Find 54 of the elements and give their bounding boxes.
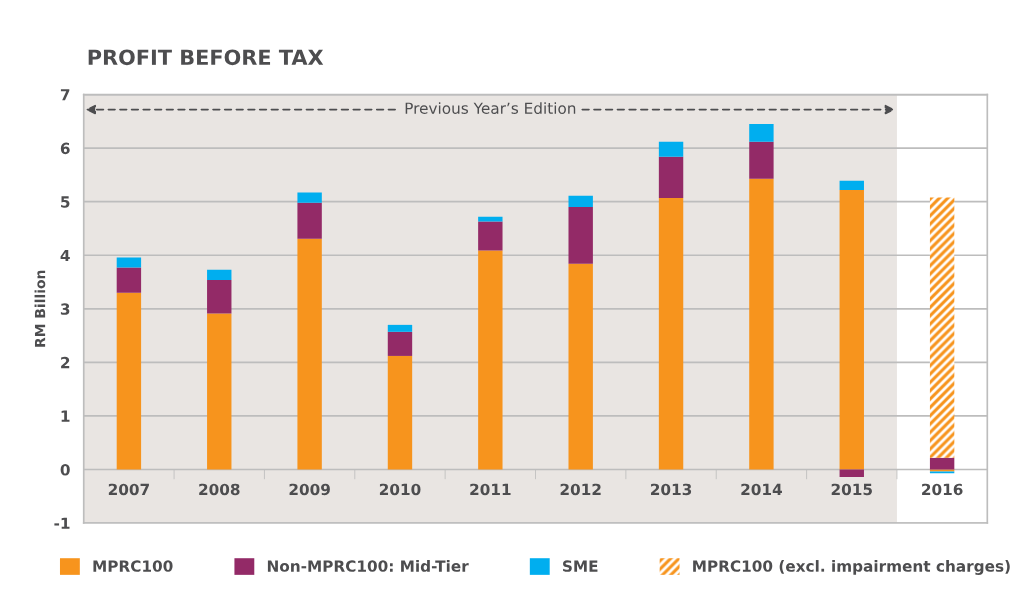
bar: [116, 267, 142, 293]
y-axis-title: RM Billion: [34, 270, 46, 347]
bar: [658, 197, 684, 470]
bar: [116, 257, 142, 268]
bar: [749, 124, 774, 142]
x-tick-label: 2015: [831, 483, 872, 496]
y-tick-label: 5: [61, 196, 70, 208]
y-tick-label: 4: [60, 249, 70, 262]
bar: [478, 221, 503, 251]
y-tick-label: 6: [60, 142, 70, 155]
y-tick-label: 3: [60, 303, 70, 315]
x-tick-label: 2008: [199, 483, 240, 496]
bar: [387, 355, 413, 470]
bar: [207, 313, 232, 470]
x-tick-label: 2013: [651, 483, 692, 496]
x-tick-label: 2009: [289, 483, 330, 496]
bar: [568, 207, 593, 264]
x-tick-label: 2011: [470, 483, 511, 496]
y-tick-label: -1: [54, 517, 70, 529]
y-tick-label: 0: [60, 463, 70, 476]
legend-label: MPRC100 (excl. impairment charges): [693, 560, 1010, 575]
chart-title: PROFIT BEFORE TAX: [88, 49, 324, 66]
bar: [116, 292, 142, 470]
bar: [387, 324, 413, 332]
bar: [658, 141, 684, 157]
bar: [478, 250, 503, 470]
bar: [839, 180, 864, 190]
bar: [568, 263, 593, 470]
bar: [207, 269, 232, 280]
bar: [658, 156, 684, 198]
legend-label: SME: [563, 560, 598, 572]
bar: [749, 178, 774, 470]
bar: [387, 331, 413, 356]
x-tick-label: 2016: [922, 483, 963, 496]
x-tick-label: 2014: [741, 483, 782, 496]
bar: [929, 457, 955, 470]
y-tick-label: 2: [61, 356, 70, 369]
y-tick-label: 7: [60, 89, 70, 101]
x-tick-label: 2010: [379, 483, 421, 496]
bar: [568, 195, 593, 208]
legend-label: MPRC100: [93, 560, 173, 572]
band-label: Previous Year’s Edition: [405, 102, 576, 114]
bar: [297, 202, 322, 239]
y-tick-label: 1: [61, 410, 70, 422]
x-tick-label: 2007: [108, 483, 149, 496]
legend-label: Non-MPRC100: Mid-Tier: [267, 560, 469, 572]
x-tick-label: 2012: [560, 483, 601, 496]
bar: [207, 279, 232, 314]
bar: [749, 141, 774, 179]
bar: [839, 469, 864, 477]
bar: [839, 189, 864, 470]
bar: [297, 192, 322, 203]
bar: [929, 197, 955, 458]
bar: [297, 238, 322, 470]
